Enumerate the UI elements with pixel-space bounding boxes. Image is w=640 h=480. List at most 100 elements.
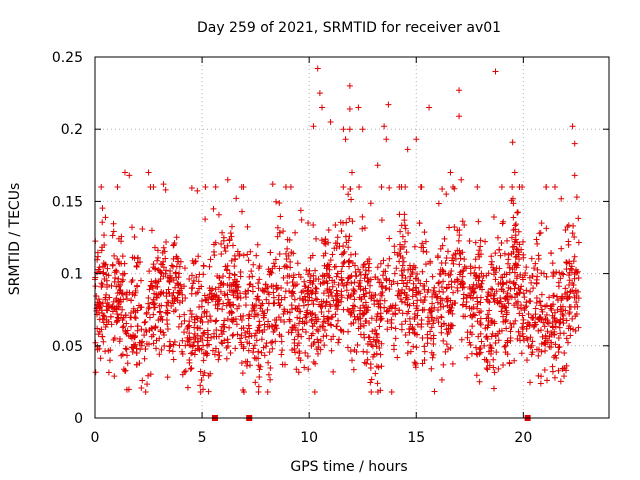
data-point xyxy=(436,279,443,286)
data-point xyxy=(95,296,102,303)
data-point xyxy=(490,356,497,363)
data-point xyxy=(456,247,463,254)
data-point xyxy=(476,309,483,316)
data-point xyxy=(151,300,158,307)
data-point xyxy=(374,298,381,305)
data-point xyxy=(247,280,254,287)
data-point xyxy=(116,260,123,267)
data-point xyxy=(364,356,371,363)
data-point xyxy=(197,368,204,375)
data-point xyxy=(407,321,414,328)
data-point xyxy=(281,361,288,368)
data-point xyxy=(467,270,474,277)
data-point xyxy=(240,389,247,396)
data-point xyxy=(561,350,568,357)
data-point xyxy=(303,319,310,326)
data-point xyxy=(352,273,359,280)
data-point xyxy=(383,308,390,315)
data-point xyxy=(274,233,281,240)
data-point xyxy=(463,303,470,310)
data-point xyxy=(362,271,369,278)
data-point xyxy=(194,315,201,322)
data-point xyxy=(251,313,258,320)
data-point xyxy=(234,278,241,285)
data-point xyxy=(541,339,548,346)
data-point xyxy=(293,366,300,373)
data-point xyxy=(343,239,350,246)
data-point xyxy=(575,215,582,222)
data-point xyxy=(439,267,446,274)
data-point xyxy=(530,285,537,292)
data-point xyxy=(245,287,252,294)
data-point xyxy=(286,273,293,280)
data-point xyxy=(398,222,405,229)
data-point xyxy=(120,314,127,321)
data-point xyxy=(484,311,491,318)
data-point xyxy=(391,243,398,250)
y-tick-label: 0.05 xyxy=(52,339,83,355)
data-point xyxy=(113,283,120,290)
data-point xyxy=(100,260,107,267)
grid-lines xyxy=(95,57,609,418)
data-point xyxy=(543,225,550,232)
data-point xyxy=(208,293,215,300)
data-point xyxy=(246,325,253,332)
data-point xyxy=(407,273,414,280)
data-point xyxy=(242,302,249,309)
data-point xyxy=(413,291,420,298)
data-point xyxy=(136,259,143,266)
data-point xyxy=(523,287,530,294)
data-point xyxy=(363,360,370,367)
data-point xyxy=(464,354,471,361)
data-point xyxy=(212,239,219,246)
data-point xyxy=(486,362,493,369)
data-point xyxy=(99,333,106,340)
data-point xyxy=(164,310,171,317)
data-point xyxy=(514,291,521,298)
data-point xyxy=(215,284,222,291)
data-point xyxy=(558,195,565,202)
data-point xyxy=(364,278,371,285)
data-point xyxy=(128,297,135,304)
data-point xyxy=(427,328,434,335)
data-point xyxy=(146,314,153,321)
data-point xyxy=(489,286,496,293)
data-point xyxy=(368,294,375,301)
data-point xyxy=(229,318,236,325)
data-point xyxy=(429,300,436,307)
data-point xyxy=(439,186,446,193)
data-point xyxy=(475,218,482,225)
data-point xyxy=(364,349,371,356)
data-point xyxy=(228,233,235,240)
data-point xyxy=(280,228,287,235)
data-point xyxy=(291,345,298,352)
data-point xyxy=(327,257,334,264)
data-point xyxy=(571,234,578,241)
data-point xyxy=(294,260,301,267)
data-point xyxy=(310,272,317,279)
data-point xyxy=(367,276,374,283)
data-point xyxy=(435,280,442,287)
data-point xyxy=(444,295,451,302)
data-point xyxy=(154,254,161,261)
x-tick-label: 10 xyxy=(300,430,318,446)
data-point xyxy=(270,289,277,296)
data-point xyxy=(498,308,505,315)
data-point xyxy=(457,269,464,276)
data-point xyxy=(253,337,260,344)
data-point xyxy=(195,338,202,345)
data-point xyxy=(449,360,456,367)
data-point xyxy=(268,322,275,329)
data-point xyxy=(129,254,136,261)
data-point xyxy=(175,258,182,265)
data-point xyxy=(557,303,564,310)
data-point xyxy=(431,388,438,395)
data-point xyxy=(477,243,484,250)
data-point xyxy=(399,233,406,240)
data-point xyxy=(487,342,494,349)
data-point xyxy=(379,272,386,279)
data-point xyxy=(240,343,247,350)
data-point xyxy=(454,287,461,294)
data-point xyxy=(504,351,511,358)
data-point xyxy=(343,287,350,294)
